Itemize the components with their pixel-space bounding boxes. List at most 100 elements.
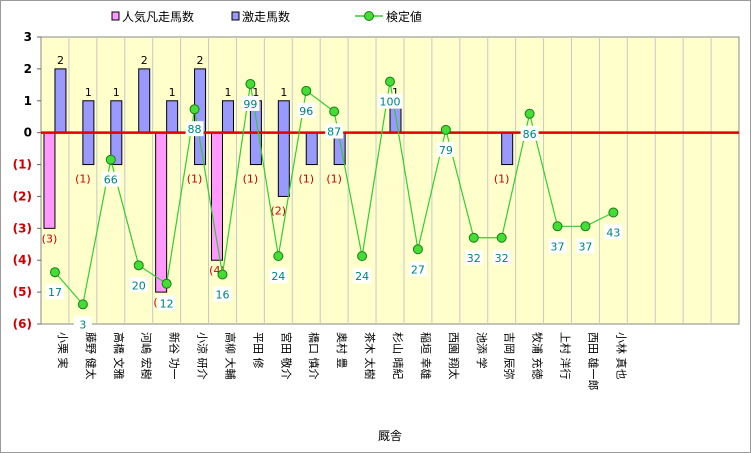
point-label-bg — [436, 141, 455, 157]
kentei-marker — [189, 104, 200, 115]
bar-ninki-bonso — [155, 132, 168, 293]
point-label-bg — [129, 277, 148, 293]
bar-label-gekiso: 1 — [224, 86, 231, 99]
kentei-marker — [412, 244, 423, 255]
kentei-marker — [301, 85, 312, 96]
kentei-marker — [496, 232, 507, 243]
bar-label-negative: (1) — [494, 173, 510, 186]
legend-marker-kentei — [364, 11, 374, 21]
point-label-bg — [548, 238, 567, 254]
point-label: 32 — [467, 252, 481, 265]
category-label: 杉山 晴紀 — [391, 332, 405, 380]
bar-label-ninki-bonso: (3) — [42, 232, 58, 245]
kentei-marker — [329, 106, 340, 117]
point-label-bg — [576, 238, 595, 254]
bar-label-gekiso: 1 — [113, 86, 120, 99]
point-label-bg — [157, 295, 176, 311]
point-label: 66 — [104, 174, 118, 187]
y-tick-label: (1) — [13, 158, 32, 172]
category-label: 高柳 大輔 — [223, 332, 237, 380]
point-label-bg — [492, 249, 511, 265]
point-label-bg — [73, 316, 92, 332]
category-label: 小林 真也 — [614, 332, 628, 380]
category-label: 小涼 研介 — [196, 332, 210, 380]
y-tick-label: (4) — [13, 253, 32, 267]
point-label: 86 — [523, 128, 537, 141]
bar-label-gekiso: 1 — [392, 86, 399, 99]
bar-label-negative: (1) — [187, 173, 203, 186]
y-tick-label: (5) — [13, 285, 32, 299]
category-label: 茶木 太樹 — [363, 332, 376, 380]
kentei-marker — [608, 207, 619, 218]
point-label: 24 — [271, 270, 285, 283]
legend-swatch-ninki-bonso — [111, 11, 120, 21]
legend-label-kentei: 検定値 — [386, 9, 422, 24]
bar-gekiso — [166, 100, 179, 134]
category-label: 牧浦 充徳 — [531, 332, 545, 380]
legend-swatch-gekiso — [231, 11, 240, 21]
bar-ninki-bonso — [43, 132, 56, 229]
kentei-marker — [273, 251, 284, 262]
point-label: 88 — [188, 123, 202, 136]
point-label-bg — [241, 95, 260, 111]
bar-label-gekiso: 1 — [280, 86, 287, 99]
category-label: 西園 翔太 — [447, 332, 461, 380]
y-tick-label: (2) — [13, 189, 32, 203]
bar-label-gekiso: 2 — [197, 54, 204, 67]
legend: 人気凡走馬数 激走馬数 検定値 — [111, 9, 422, 24]
bar-label-gekiso: 2 — [57, 54, 64, 67]
point-label-bg — [378, 93, 402, 109]
category-label: 稲垣 幸雄 — [419, 332, 433, 380]
bar-label-negative: (1) — [326, 173, 342, 186]
kentei-marker — [440, 124, 451, 135]
bar-gekiso-negative — [305, 132, 318, 166]
point-label-bg — [297, 102, 316, 118]
point-label-bg — [213, 286, 232, 302]
point-label-bg — [325, 123, 344, 139]
point-label: 24 — [355, 270, 369, 283]
kentei-marker — [580, 221, 591, 232]
bar-gekiso-negative — [82, 132, 95, 166]
category-label: 小栗 実 — [56, 332, 70, 369]
kentei-marker — [133, 260, 144, 271]
y-tick-label: 3 — [24, 30, 32, 44]
kentei-marker — [357, 251, 368, 262]
category-label: 西田 雄一郎 — [586, 332, 600, 391]
category-label: 橋口 慎介 — [307, 332, 321, 380]
point-label: 43 — [606, 227, 620, 240]
category-label: 宮田 敬介 — [279, 332, 293, 380]
category-label: 高橋 文雅 — [112, 332, 126, 380]
category-label: 上村 洋行 — [559, 332, 573, 380]
category-label: 池添 学 — [475, 332, 489, 369]
point-label-bg — [45, 284, 64, 300]
point-label: 32 — [495, 252, 509, 265]
bar-gekiso-negative — [194, 132, 207, 166]
kentei-marker — [468, 232, 479, 243]
bar-gekiso-negative — [277, 132, 290, 197]
category-label: 新谷 功一 — [168, 332, 182, 380]
x-axis-label: 厩舎 — [378, 429, 402, 443]
point-label-bg — [353, 268, 372, 284]
point-label-bg — [101, 171, 120, 187]
bar-label-negative: (1) — [298, 173, 314, 186]
category-label: 奥村 豊 — [335, 332, 349, 369]
point-label: 87 — [327, 125, 341, 138]
category-label: 河嶋 宏樹 — [140, 332, 154, 380]
bar-label-negative: (1) — [243, 173, 259, 186]
point-label: 20 — [132, 279, 146, 292]
point-label: 3 — [79, 318, 86, 331]
bar-gekiso — [277, 100, 290, 134]
bar-label-gekiso: 2 — [141, 54, 148, 67]
kentei-marker — [245, 78, 256, 89]
bar-gekiso — [110, 100, 123, 134]
bar-label-negative: (1) — [75, 173, 91, 186]
point-label: 96 — [299, 105, 313, 118]
point-label: 27 — [411, 263, 425, 276]
point-label: 37 — [551, 240, 565, 253]
kentei-marker — [552, 221, 563, 232]
point-label: 100 — [380, 96, 401, 109]
point-label-bg — [520, 125, 539, 141]
point-label-bg — [185, 121, 204, 137]
kentei-marker — [161, 278, 172, 289]
